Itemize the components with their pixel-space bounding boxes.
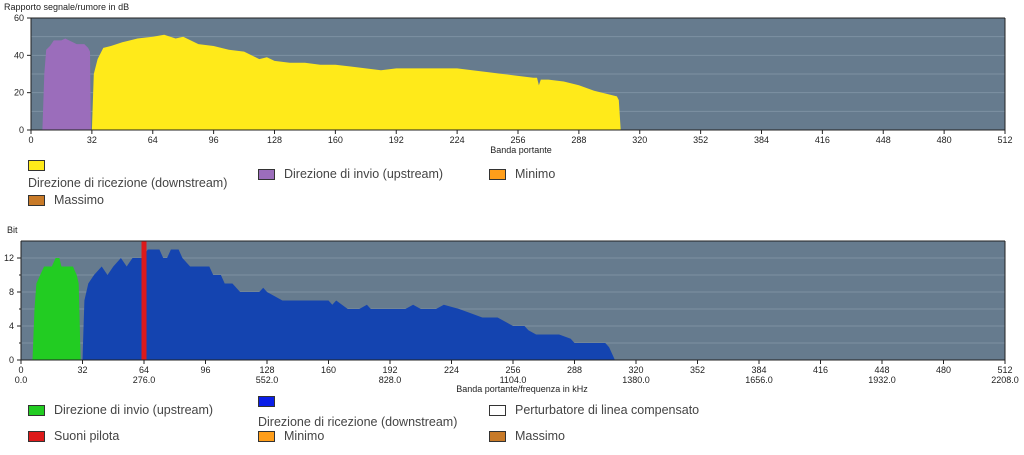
y-tick-label: 8 <box>9 287 14 297</box>
legend-label: Minimo <box>284 429 325 443</box>
y-tick-label: 40 <box>14 50 24 60</box>
y-tick-label: 20 <box>14 88 24 98</box>
legend-snr-upstream[interactable]: Direzione di invio (upstream) <box>258 167 443 181</box>
legend-swatch <box>258 396 275 407</box>
x-tick-label: 32 <box>77 365 87 375</box>
x-tick-label: 128 <box>267 135 282 145</box>
x-tick-label: 448 <box>874 365 889 375</box>
legend-swatch <box>28 194 45 206</box>
legend-snr-max[interactable]: Massimo <box>28 193 104 207</box>
x-tick-khz-label: 276.0 <box>133 375 156 385</box>
x-tick-label: 96 <box>200 365 210 375</box>
x-tick-label: 64 <box>148 135 158 145</box>
legend-swatch <box>258 430 275 442</box>
legend-bit-downstream-label: Direzione di ricezione (downstream) <box>258 415 458 429</box>
y-tick-label: 4 <box>9 321 14 331</box>
snr-chart-title: Rapporto segnale/rumore in dB <box>4 2 130 12</box>
x-tick-label: 224 <box>444 365 459 375</box>
x-tick-label: 160 <box>328 135 343 145</box>
legend-label: Direzione di invio (upstream) <box>54 403 214 417</box>
legend-snr-downstream-label: Direzione di ricezione (downstream) <box>28 176 228 190</box>
x-tick-label: 480 <box>937 135 952 145</box>
y-tick-label: 0 <box>19 125 24 135</box>
legend-bit-upstream[interactable]: Direzione di invio (upstream) <box>28 403 213 417</box>
x-tick-label: 192 <box>389 135 404 145</box>
x-tick-label: 320 <box>628 365 643 375</box>
x-tick-khz-label: 828.0 <box>379 375 402 385</box>
series-area-0 <box>42 38 91 130</box>
x-tick-label: 96 <box>209 135 219 145</box>
pilot-tone-bar <box>141 241 147 360</box>
x-tick-label: 0 <box>18 365 23 375</box>
legend-swatch <box>489 404 506 416</box>
legend-label: Perturbatore di linea compensato <box>515 403 700 417</box>
y-tick-label: 0 <box>9 355 14 365</box>
x-tick-label: 128 <box>259 365 274 375</box>
x-tick-label: 32 <box>87 135 97 145</box>
x-tick-label: 288 <box>567 365 582 375</box>
legend-swatch <box>28 160 45 171</box>
legend-swatch <box>28 404 45 416</box>
x-tick-khz-label: 1104.0 <box>500 375 527 385</box>
x-tick-label: 320 <box>632 135 647 145</box>
x-axis-label: Banda portante <box>490 145 552 155</box>
x-tick-label: 416 <box>815 135 830 145</box>
legend-swatch <box>28 430 45 442</box>
legend-label: Suoni pilota <box>54 429 120 443</box>
x-tick-label: 384 <box>751 365 766 375</box>
x-tick-khz-label: 1380.0 <box>622 375 650 385</box>
x-tick-khz-label: 1932.0 <box>868 375 896 385</box>
x-tick-label: 480 <box>936 365 951 375</box>
x-tick-label: 416 <box>813 365 828 375</box>
x-tick-label: 160 <box>321 365 336 375</box>
x-tick-label: 384 <box>754 135 769 145</box>
legend-label: Minimo <box>515 167 556 181</box>
x-tick-label: 352 <box>693 135 708 145</box>
snr-chart: 0 20 40 60 0 32 64 96 128 160 192 224 256 288 320 352 38… <box>14 13 1013 155</box>
x-tick-khz-label: 1656.0 <box>745 375 773 385</box>
y-tick-label: 60 <box>14 13 24 23</box>
legend-snr-min[interactable]: Minimo <box>489 167 555 181</box>
x-tick-label: 0 <box>28 135 33 145</box>
series-area-1 <box>91 34 621 130</box>
legend-bit-max[interactable]: Massimo <box>489 429 565 443</box>
legend-bit-pilot[interactable]: Suoni pilota <box>28 429 119 443</box>
x-tick-label: 448 <box>876 135 891 145</box>
bit-chart-title: Bit <box>7 225 18 235</box>
x-tick-label: 256 <box>505 365 520 375</box>
x-tick-label: 192 <box>382 365 397 375</box>
x-tick-label: 288 <box>571 135 586 145</box>
legend-label: Direzione di invio (upstream) <box>284 167 444 181</box>
legend-label: Massimo <box>515 429 566 443</box>
x-tick-khz-label: 2208.0 <box>991 375 1019 385</box>
x-tick-label: 352 <box>690 365 705 375</box>
legend-bit-crosstalk[interactable]: Perturbatore di linea compensato <box>489 403 699 417</box>
legend-swatch <box>258 168 275 180</box>
legend-snr-downstream[interactable] <box>28 160 54 171</box>
legend-swatch <box>489 430 506 442</box>
legend-swatch <box>489 168 506 180</box>
x-tick-khz-label: 0.0 <box>15 375 28 385</box>
series-area-1 <box>82 249 615 360</box>
legend-bit-min[interactable]: Minimo <box>258 429 324 443</box>
legend-bit-downstream[interactable] <box>258 396 284 407</box>
x-tick-label: 224 <box>450 135 465 145</box>
x-tick-label: 64 <box>139 365 149 375</box>
x-tick-khz-label: 552.0 <box>256 375 279 385</box>
x-tick-label: 512 <box>997 365 1012 375</box>
x-tick-label: 512 <box>997 135 1012 145</box>
x-tick-label: 256 <box>510 135 525 145</box>
series-area-0 <box>32 258 81 360</box>
x-axis-label: Banda portante/frequenza in kHz <box>456 384 588 394</box>
legend-label: Massimo <box>54 193 105 207</box>
y-tick-label: 12 <box>4 253 14 263</box>
